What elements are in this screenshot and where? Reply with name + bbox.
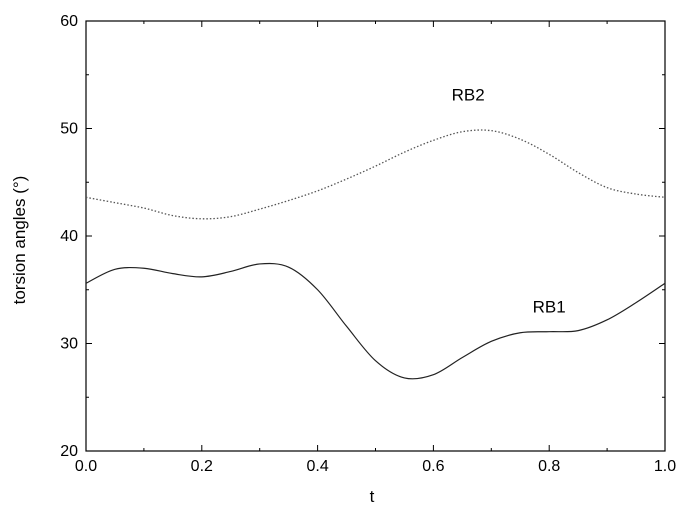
x-tick-label: 1.0 xyxy=(654,458,676,475)
y-tick-label: 60 xyxy=(60,13,78,30)
y-axis-title: torsion angles (°) xyxy=(10,176,29,305)
y-tick-label: 40 xyxy=(60,228,78,245)
plot-frame xyxy=(85,20,666,452)
x-tick-label: 0.2 xyxy=(191,458,213,475)
plot-area: 0.0 0.2 0.4 0.6 0.8 1.0 20 30 40 50 60 RB2 RB1 xyxy=(60,13,676,475)
series-label-rb1: RB1 xyxy=(533,297,566,316)
y-tick-label: 50 xyxy=(60,121,78,138)
y-tick-label: 30 xyxy=(60,336,78,353)
series-line-rb1 xyxy=(85,262,666,380)
x-tick-label: 0.8 xyxy=(538,458,560,475)
x-axis-title: t xyxy=(370,487,375,505)
x-tick-label: 0.0 xyxy=(75,458,97,475)
x-tick-label: 0.6 xyxy=(422,458,444,475)
series-label-rb2: RB2 xyxy=(452,86,485,105)
y-tick-label: 20 xyxy=(60,443,78,460)
series-line-rb2 xyxy=(85,129,666,220)
x-tick-label: 0.4 xyxy=(306,458,328,475)
